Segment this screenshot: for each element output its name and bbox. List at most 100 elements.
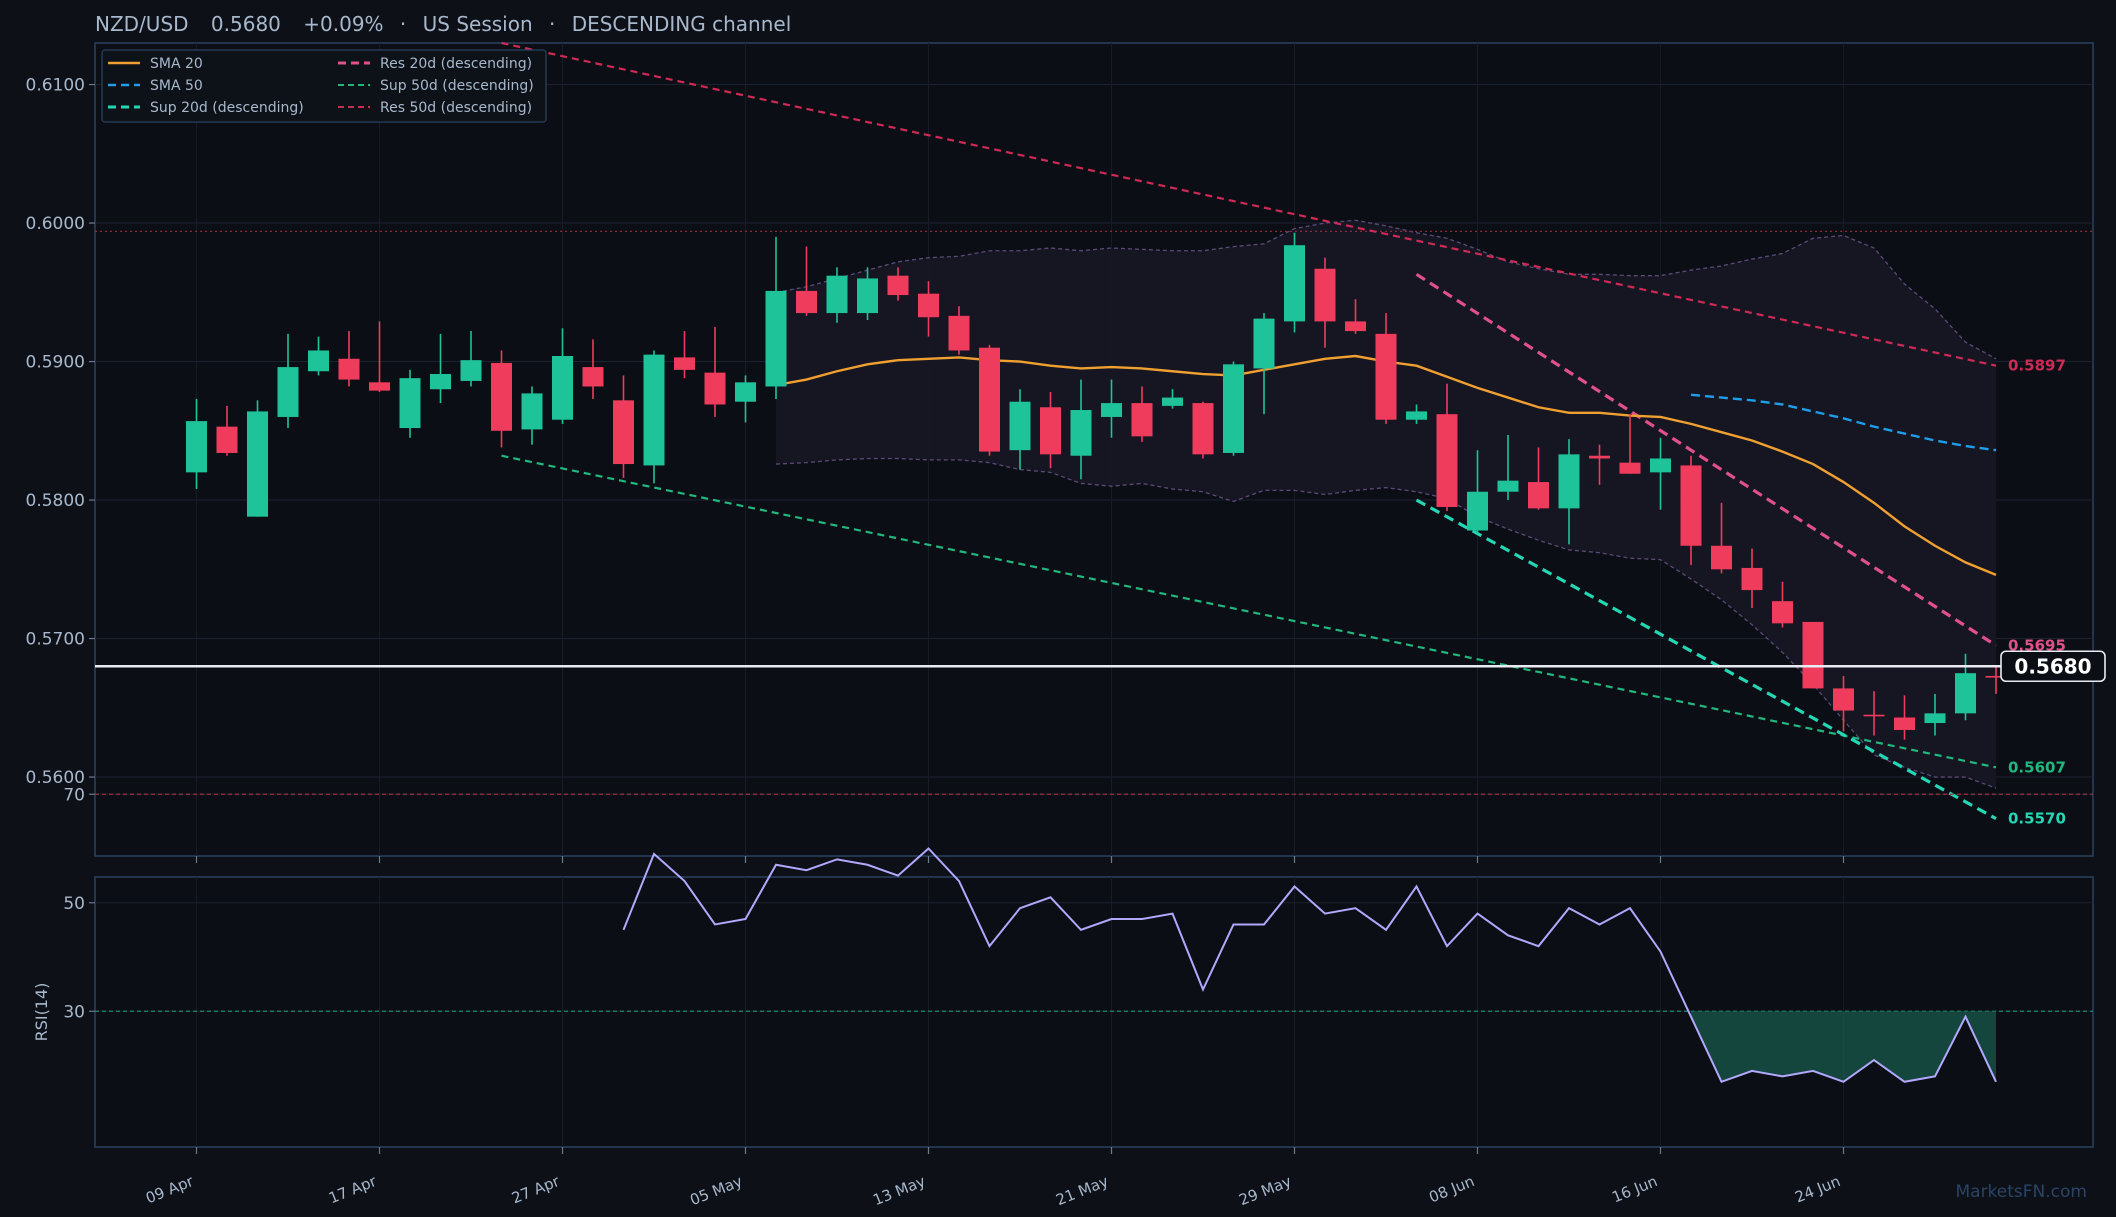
legend-label-sma-20: SMA 20: [150, 56, 203, 72]
candle-body: [216, 426, 238, 453]
last-price-badge: [2000, 650, 2106, 683]
candle-body: [1497, 480, 1519, 492]
candle-body: [1284, 245, 1305, 322]
candle-body: [399, 378, 421, 429]
candle-body: [338, 358, 360, 380]
candle-body: [1467, 491, 1488, 531]
header-separator: ·: [549, 12, 555, 36]
candle-body: [1955, 673, 1976, 714]
candle-body: [247, 411, 268, 517]
candle-body: [1833, 688, 1854, 711]
candle-body: [308, 350, 329, 372]
bollinger-fill: [776, 220, 1996, 789]
candle-body: [1436, 414, 1458, 507]
rsi-series: [95, 793, 2093, 1084]
candle-body: [1223, 364, 1244, 453]
candle-body: [1680, 465, 1702, 546]
candle-body: [430, 374, 451, 390]
candle-body: [1741, 567, 1763, 591]
channel-label: DESCENDING channel: [572, 12, 792, 36]
candle-body: [552, 356, 573, 420]
candle-body: [857, 278, 878, 314]
sup-50d-descending-line: [501, 454, 1997, 769]
bollinger-bands: [775, 219, 1997, 789]
candle-body: [1009, 401, 1031, 451]
legend-label-res-50d-descending: Res 50d (descending): [380, 100, 532, 116]
candle-body: [186, 421, 207, 473]
rsi-line: [622, 847, 1997, 1084]
candle-body: [460, 360, 482, 381]
candle-body: [948, 315, 970, 351]
candle-body: [582, 367, 604, 387]
candle-body: [1528, 482, 1549, 509]
candle-body: [1375, 333, 1397, 420]
rsi-axis-label: RSI(14): [32, 983, 51, 1042]
sma50-line: [1690, 393, 1997, 452]
candle-body: [491, 362, 512, 431]
candle-body: [1040, 407, 1061, 455]
header-separator: ·: [400, 12, 406, 36]
candle-body: [826, 275, 848, 314]
legend-label-res-20d-descending: Res 20d (descending): [380, 56, 532, 72]
res-20d-descending-value-label: 0.5695: [2008, 636, 2066, 654]
candle-body: [918, 293, 939, 318]
symbol-label: NZD/USD: [95, 12, 189, 36]
session-label: US Session: [423, 12, 533, 36]
candle-body: [1924, 713, 1946, 724]
candle-body: [1711, 545, 1732, 570]
candle-body: [521, 393, 543, 430]
candle-body: [1772, 601, 1793, 624]
candle-body: [1314, 268, 1336, 322]
rsi-tick-label: 70: [63, 785, 85, 805]
candle-body: [1253, 318, 1275, 369]
rsi-tick-label: 30: [63, 1002, 85, 1022]
price-tick-label: 0.5800: [26, 491, 85, 511]
trendlines: 0.5897 0.5607 0.5695 0.5570: [501, 41, 2066, 828]
last-price-marker: 0.5680: [95, 650, 2106, 683]
price-tick-label: 0.6100: [26, 76, 85, 96]
candle-body: [1589, 455, 1610, 459]
candle-body: [1192, 403, 1214, 455]
sup-20d-descending-line: [1415, 498, 1997, 821]
candle-body: [1650, 458, 1671, 473]
res-20d-descending-line: [1415, 272, 1997, 647]
last-price-value: 0.5680: [2014, 654, 2091, 678]
candle-body: [765, 290, 787, 387]
res-50d-descending-line: [501, 41, 1997, 367]
watermark: MarketsFN.com: [1955, 1182, 2087, 1202]
res-50d-descending-value-label: 0.5897: [2008, 357, 2066, 375]
legend: SMA 20 Res 20d (descending) SMA 50 Sup 50d …: [101, 49, 547, 123]
candle-body: [1070, 410, 1092, 456]
sup-20d-descending-value-label: 0.5570: [2008, 810, 2066, 828]
candle-body: [1406, 411, 1427, 420]
candle-body: [674, 357, 695, 370]
rsi-oversold-fill: [1691, 1011, 1996, 1082]
candle-body: [277, 367, 299, 417]
sup-50d-descending-value-label: 0.5607: [2008, 758, 2066, 776]
candle-body: [613, 400, 634, 465]
candle-body: [1894, 717, 1915, 730]
price-tick-label: 0.5900: [26, 353, 85, 373]
candle-body: [1558, 454, 1580, 509]
candle-body: [369, 382, 390, 391]
price-label: 0.5680: [211, 12, 281, 36]
legend-label-sup-50d-descending: Sup 50d (descending): [380, 78, 534, 94]
candle-body: [704, 372, 726, 405]
price-axis: 0.5600 0.5700 0.5800 0.5900 0.6000 0.6100 30 50…: [26, 76, 95, 1022]
rsi-tick-label: 50: [63, 894, 85, 914]
bollinger-upper-line: [775, 219, 1997, 360]
candle-body: [1101, 403, 1122, 417]
price-tick-label: 0.5700: [26, 630, 85, 650]
bollinger-lower-line: [775, 457, 1997, 789]
legend-label-sma-50: SMA 50: [150, 78, 203, 94]
candlesticks: [186, 232, 2007, 740]
candle-body: [1863, 714, 1885, 717]
candle-body: [1802, 621, 1824, 689]
legend-box: [101, 49, 547, 123]
candle-body: [979, 347, 1000, 452]
header-title: NZD/USD 0.5680 +0.09% · US Session · DES…: [95, 12, 791, 36]
candle-body: [1985, 675, 2007, 678]
candle-body: [796, 290, 817, 314]
price-tick-label: 0.5600: [26, 768, 85, 788]
